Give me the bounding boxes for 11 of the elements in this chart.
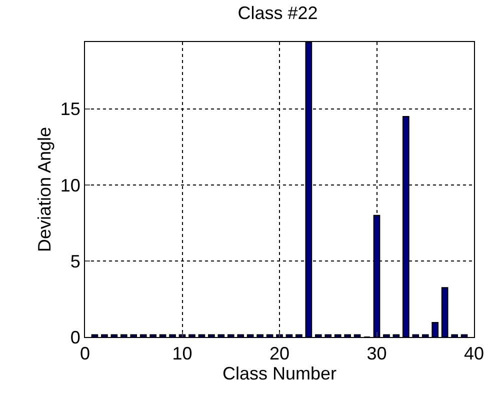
x-tick-label: 10 <box>172 344 192 364</box>
y-tick-label: 5 <box>70 251 80 272</box>
y-axis-title: Deviation Angle <box>34 126 55 252</box>
x-axis-title: Class Number <box>222 364 337 384</box>
y-tick-label: 0 <box>70 327 80 348</box>
x-tick-label: 40 <box>464 344 484 364</box>
x-tick-label: 20 <box>269 344 290 364</box>
y-tick-label: 15 <box>60 99 80 120</box>
chart-title: Class #22 <box>238 2 318 23</box>
y-tick-label: 10 <box>60 175 80 196</box>
x-tick-label: 30 <box>366 344 387 364</box>
